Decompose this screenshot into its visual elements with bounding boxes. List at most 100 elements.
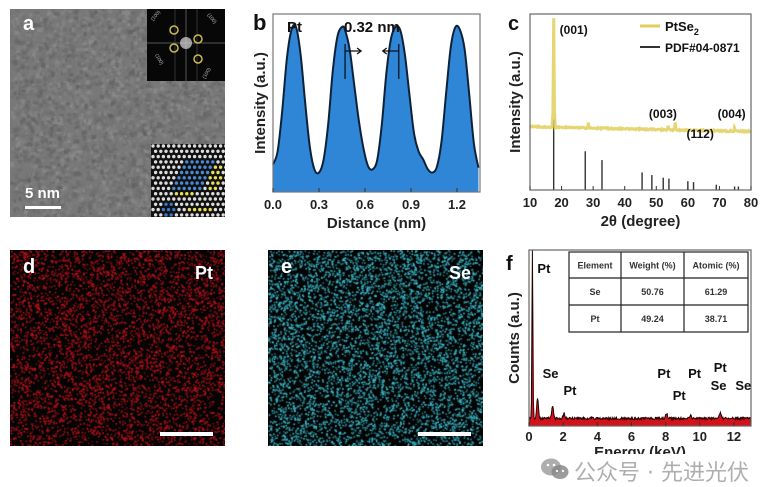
x-tick-label: 10: [693, 429, 707, 444]
x-tick-label: 4: [594, 429, 602, 444]
fft-inset: (100) (100) (100) (100): [147, 9, 225, 81]
lattice-atom: [182, 144, 186, 148]
lattice-atom: [174, 149, 179, 153]
lattice-atom: [153, 192, 158, 196]
lattice-atom: [224, 176, 225, 180]
lattice-atom: [182, 186, 186, 191]
lattice-atom: [161, 144, 166, 148]
annotation-element: Pt: [287, 19, 302, 36]
lattice-atom: [211, 192, 215, 196]
lattice-atom: [177, 165, 181, 169]
x-axis-label: 2θ (degree): [601, 213, 681, 230]
panel-letter-b: b: [253, 10, 266, 35]
lattice-atom: [221, 170, 225, 175]
lattice-atom: [205, 213, 210, 217]
lattice-atom: [153, 160, 158, 164]
x-tick-label: 0.9: [402, 197, 420, 212]
fft-label: (100): [205, 12, 217, 25]
lattice-atom: [216, 149, 220, 153]
x-tick-label: 70: [712, 195, 726, 210]
lattice-atom: [161, 154, 166, 159]
lattice-atom: [221, 149, 225, 153]
legend-label-pdf: PDF#04-0871: [665, 41, 740, 55]
lattice-atom: [159, 170, 163, 175]
lattice-atom: [185, 149, 189, 153]
table-cell: 49.24: [641, 314, 664, 324]
lattice-atom: [205, 170, 210, 175]
lattice-atom: [195, 149, 199, 153]
lattice-atom: [151, 154, 155, 159]
lattice-atom: [172, 197, 176, 201]
lattice-atom: [164, 192, 168, 196]
lattice-atom: [159, 192, 163, 196]
lattice-atom: [216, 202, 220, 206]
lattice-atom: [166, 197, 171, 201]
lattice-atom: [224, 144, 225, 148]
lattice-atom: [211, 213, 215, 217]
x-tick-label: 0.6: [356, 197, 374, 212]
lattice-atom: [198, 144, 202, 148]
lattice-atom: [190, 213, 194, 217]
fft-spot: [169, 25, 179, 35]
lattice-atom: [218, 154, 223, 159]
lattice-atom: [221, 213, 225, 217]
lattice-model-inset: [151, 144, 225, 217]
lattice-atom: [216, 160, 220, 164]
panel-e-se-map: e Se: [268, 250, 483, 446]
lattice-atom: [216, 181, 220, 185]
lattice-atom: [203, 165, 207, 169]
lattice-atom: [208, 176, 212, 180]
annotation-spacing: 0.32 nm: [344, 19, 400, 36]
peak-label: Se: [735, 378, 751, 393]
lattice-atom: [179, 149, 184, 153]
lattice-atom: [153, 202, 158, 206]
lattice-atom: [192, 176, 197, 180]
lattice-atom: [172, 144, 176, 148]
x-tick-label: 30: [586, 195, 600, 210]
lattice-atom: [192, 144, 197, 148]
lattice-atom: [174, 213, 179, 217]
lattice-atom: [203, 207, 207, 212]
panel-a-tem-image: a (100) (100) (100) (100) 5 nm: [10, 9, 225, 217]
lattice-atom: [216, 213, 220, 217]
fft-label: (100): [150, 9, 162, 22]
profile-line: [272, 23, 480, 175]
lattice-atom: [205, 149, 210, 153]
fft-label: (100): [153, 53, 164, 66]
lattice-atom: [195, 160, 199, 164]
lattice-atom: [218, 197, 223, 201]
lattice-atom: [174, 181, 179, 185]
lattice-atom: [200, 160, 205, 164]
se-eds-map: [268, 250, 483, 446]
lattice-atom: [211, 170, 215, 175]
lattice-atom: [182, 207, 186, 212]
x-tick-label: 0.0: [264, 197, 282, 212]
lattice-atom: [169, 202, 173, 206]
chart-c-xrd: 10 20 30 40 50 60 70 80 2θ (degree) Intensity (a.…: [507, 13, 758, 230]
lattice-atom: [221, 160, 225, 164]
peak-label: Pt: [564, 383, 578, 398]
lattice-atom: [182, 154, 186, 159]
scalebar: [160, 432, 213, 436]
lattice-atom: [218, 186, 223, 191]
lattice-atom: [203, 176, 207, 180]
lattice-atom: [185, 202, 189, 206]
peak-label: Pt: [537, 261, 551, 276]
lattice-atom: [185, 170, 189, 175]
fft-pattern: (100) (100) (100) (100): [147, 9, 225, 81]
peak-label: Se: [543, 366, 559, 381]
lattice-atom: [159, 181, 163, 185]
table-header-cell: Element: [577, 261, 612, 271]
lattice-atom: [187, 186, 192, 191]
lattice-atom: [187, 144, 192, 148]
lattice-atom: [156, 207, 160, 212]
lattice-atom: [208, 207, 212, 212]
element-label-se: Se: [448, 263, 471, 283]
lattice-atom: [169, 149, 173, 153]
lattice-atom: [164, 170, 168, 175]
composition-table: [568, 251, 749, 333]
lattice-atom: [195, 202, 199, 206]
panel-d-pt-map: d Pt: [10, 250, 225, 446]
x-tick-label: 60: [681, 195, 695, 210]
lattice-atom: [153, 149, 158, 153]
